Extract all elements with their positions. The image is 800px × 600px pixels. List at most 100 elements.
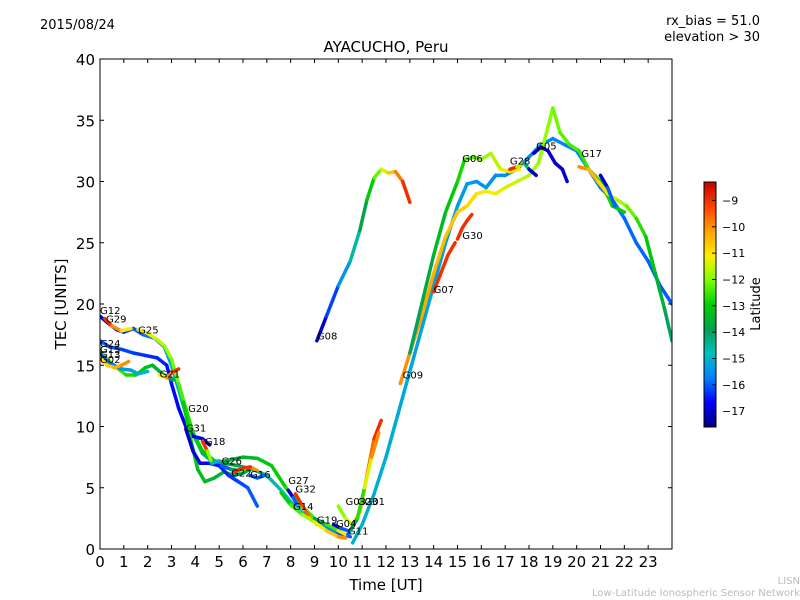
series-G19 [312,516,348,537]
series-segment [567,143,581,153]
series-segment [100,351,109,364]
prn-label: G04 [336,519,356,530]
series-G28 [508,161,538,178]
series-segment [560,167,569,184]
series-segment [408,326,424,374]
x-tick-label: 15 [448,553,467,571]
series-G29 [103,316,133,333]
series-segment [324,283,341,318]
chart-title: AYACUCHO, Peru [323,38,449,56]
colorbar-tick-label: −10 [722,221,745,234]
series-G17 [577,165,672,343]
series-segment [119,359,131,367]
series-segment [420,253,436,306]
x-tick-label: 3 [167,553,177,571]
series-segment [184,427,195,453]
prn-label: G31 [186,423,206,434]
x-tick-label: 16 [472,553,491,571]
series-segment [515,173,531,184]
date-label: 2015/08/24 [40,18,115,33]
series-segment [455,226,465,241]
y-tick-label: 10 [76,419,95,437]
prn-label: G17 [581,149,601,160]
series-segment [372,455,388,496]
series-segment [300,512,317,524]
series-segment [145,331,159,342]
prn-label: G28 [510,156,530,167]
series-segment [191,449,202,465]
series-G31 [184,427,260,508]
series-segment [255,473,267,480]
prn-label: G32 [295,485,315,496]
series-segment [348,516,360,533]
series-segment [246,486,260,508]
series-segment [176,406,188,429]
parameters-text: rx_bias = 51.0 elevation > 30 [664,14,760,46]
series-segment [212,470,226,480]
prn-label: G20 [188,404,208,415]
series-segment [136,369,150,376]
x-tick-label: 5 [214,553,224,571]
prn-label: G21 [160,370,180,381]
series-segment [400,179,412,205]
series-segment [100,339,112,349]
series-G12 [100,314,343,533]
series-G07 [431,241,457,294]
series-segment [653,271,667,312]
x-tick-label: 6 [238,553,248,571]
series-segment [558,130,572,147]
series-segment [200,439,209,453]
x-tick-label: 20 [567,553,586,571]
y-tick-label: 40 [76,51,95,69]
x-tick-label: 13 [400,553,419,571]
series-segment [217,463,231,478]
series-segment [503,179,519,190]
series-G08 [315,167,412,343]
series-segment [315,314,329,343]
series-G05 [532,145,569,184]
prn-label: G13 [100,350,120,361]
series-segment [200,437,212,447]
prn-label: G16 [250,470,270,481]
prn-label: G08 [317,332,337,343]
series-segment [107,345,124,352]
series-segment [336,504,348,521]
series-segment [336,535,348,540]
series-segment [338,526,350,533]
series-segment [484,173,498,190]
series-segment [546,149,557,165]
colorbar-tick-label: −12 [722,273,745,286]
series-segment [420,283,436,331]
series-segment [372,418,383,441]
series-segment [398,351,412,386]
series-segment [393,169,405,184]
series-segment [596,179,610,196]
series-segment [644,234,658,276]
colorbar-tick-label: −16 [722,379,745,392]
colorbar-tick-label: −9 [722,194,738,207]
prn-label: G30 [462,231,482,242]
series-segment [155,356,169,367]
y-tick-label: 0 [85,541,95,559]
x-tick-label: 1 [119,553,129,571]
series-segment [658,283,672,306]
x-tick-label: 23 [639,553,658,571]
x-tick-label: 22 [615,553,634,571]
x-axis-label: Time [UT] [348,576,422,594]
prn-label: G01 [365,497,385,508]
series-G02 [100,356,131,370]
series-segment [420,271,436,318]
series-G16 [248,473,267,480]
series-segment [431,271,443,294]
x-tick-label: 7 [262,553,272,571]
series-segment [493,185,507,196]
colorbar-ticks: −9 −10 −11 −12 −13 −14 −15 −16 −17 [712,194,745,418]
network-full-label: Low-Latitude Ionospheric Sensor Network [592,588,800,599]
colorbar-tick-label: −13 [722,300,745,313]
series-segment [312,516,329,527]
rx-bias-label: rx_bias = 51.0 [666,14,760,29]
series-segment [255,456,274,468]
x-tick-label: 10 [329,553,348,571]
prn-label: G05 [536,142,556,153]
series-segment [455,182,469,208]
